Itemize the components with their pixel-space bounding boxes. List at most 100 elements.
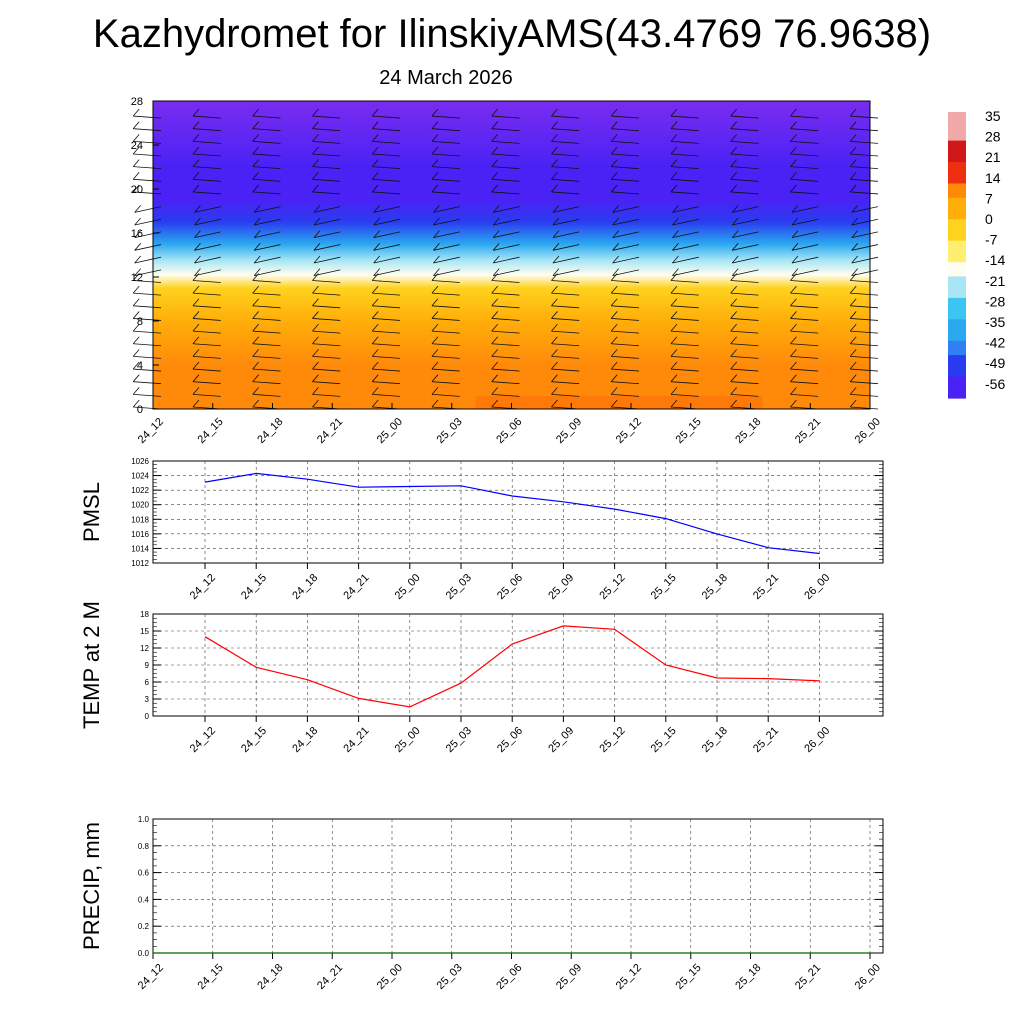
- colorbar-label: -42: [985, 335, 1005, 351]
- heatmap-y-tick-label: 0: [137, 404, 143, 416]
- wind-barb-shaft: [252, 343, 281, 347]
- wind-barb-feather: [491, 121, 499, 129]
- wind-barb-feather: [670, 184, 678, 193]
- wind-barb-shaft: [491, 305, 520, 309]
- panel-y-tick-label: 18: [140, 610, 149, 619]
- wind-barb-feather: [492, 217, 500, 226]
- wind-barb-feather: [312, 159, 319, 167]
- wind-barb-shaft: [551, 343, 580, 347]
- wind-barb-shaft: [192, 318, 221, 321]
- wind-barb-feather: [610, 285, 618, 294]
- heatmap-warm-patch: [475, 395, 763, 409]
- wind-barb-feather: [790, 285, 797, 294]
- wind-barb-shaft: [433, 244, 460, 251]
- wind-barb-shaft: [254, 218, 281, 226]
- wind-barb-feather: [312, 121, 319, 129]
- wind-barb-shaft: [551, 166, 580, 170]
- wind-barb-shaft: [372, 393, 401, 397]
- colorbar-segment: [948, 183, 966, 192]
- wind-barb-shaft: [850, 280, 879, 283]
- wind-barb-feather: [790, 172, 797, 180]
- wind-barb-shaft: [254, 269, 281, 277]
- wind-barb-feather: [849, 298, 857, 307]
- wind-barb-feather: [252, 399, 260, 408]
- wind-barb-shaft: [551, 140, 580, 144]
- wind-barb-shaft: [551, 368, 580, 372]
- wind-barb-shaft: [851, 244, 879, 251]
- wind-barb-shaft: [790, 381, 819, 385]
- wind-barb-shaft: [730, 305, 759, 309]
- wind-barb-feather: [610, 323, 618, 332]
- wind-barb-shaft: [670, 153, 699, 157]
- wind-barb-feather: [551, 172, 558, 180]
- wind-barb-feather: [551, 311, 558, 319]
- wind-barb-shaft: [372, 368, 401, 372]
- wind-barb-feather: [849, 184, 857, 193]
- wind-barb-shaft: [850, 406, 879, 410]
- wind-barb-feather: [849, 121, 857, 129]
- wind-barb-shaft: [372, 191, 401, 195]
- wind-barb-shaft: [790, 368, 819, 372]
- wind-barb-shaft: [133, 343, 162, 347]
- heatmap-x-tick-label: 24_18: [255, 416, 285, 446]
- wind-barb-feather: [433, 268, 440, 276]
- colorbar-segment: [948, 283, 966, 292]
- wind-barb-feather: [551, 146, 558, 155]
- wind-barb-feather: [371, 336, 379, 344]
- colorbar-segment: [948, 390, 966, 399]
- wind-barb-feather: [670, 159, 678, 167]
- wind-barb-shaft: [791, 218, 819, 226]
- wind-barb-shaft: [372, 318, 401, 321]
- wind-barb-shaft: [552, 218, 580, 226]
- wind-barb-shaft: [192, 393, 221, 397]
- wind-barb-shaft: [850, 166, 879, 170]
- wind-barb-feather: [431, 361, 439, 370]
- wind-barb-shaft: [850, 330, 879, 334]
- wind-barbs: [132, 108, 879, 410]
- wind-barb-feather: [192, 311, 200, 319]
- heatmap-x-tick-label: 26_00: [853, 416, 883, 446]
- wind-barb-feather: [849, 146, 857, 155]
- wind-barb-shaft: [373, 269, 401, 277]
- panel-x-tick-label: 25_09: [546, 572, 576, 602]
- panel-y-tick-label: 0.4: [138, 895, 150, 904]
- wind-barb-shaft: [133, 355, 162, 359]
- wind-barb-feather: [790, 298, 797, 307]
- wind-barb-shaft: [790, 280, 819, 283]
- wind-barb-feather: [132, 323, 140, 332]
- wind-barb-shaft: [850, 368, 879, 372]
- wind-barb-shaft: [312, 318, 341, 321]
- wind-barb-feather: [790, 184, 797, 193]
- wind-barb-shaft: [730, 381, 759, 385]
- heatmap-x-tick-label: 25_00: [375, 416, 405, 446]
- wind-barb-feather: [431, 146, 439, 155]
- wind-barb-shaft: [790, 140, 819, 144]
- wind-barb-shaft: [192, 368, 221, 372]
- wind-barb-feather: [790, 159, 797, 167]
- wind-barb-shaft: [431, 292, 460, 296]
- wind-barb-feather: [194, 255, 201, 264]
- wind-barb-shaft: [611, 115, 640, 119]
- wind-barb-feather: [491, 108, 499, 117]
- wind-barb-feather: [790, 336, 797, 344]
- wind-barb-shaft: [670, 178, 699, 182]
- wind-barb-feather: [730, 159, 738, 167]
- wind-barb-shaft: [493, 244, 520, 251]
- wind-barb-shaft: [252, 368, 281, 372]
- wind-barb-shaft: [493, 231, 520, 239]
- wind-barb-feather: [670, 172, 678, 180]
- wind-barb-feather: [134, 268, 142, 276]
- wind-barb-shaft: [312, 368, 341, 372]
- panel-x-tick-label: 26_00: [802, 572, 832, 602]
- wind-barb-shaft: [313, 231, 341, 239]
- wind-barb-shaft: [790, 355, 819, 359]
- wind-barb-feather: [431, 374, 439, 382]
- heatmap-y-tick-label: 24: [131, 140, 143, 152]
- wind-barb-feather: [551, 298, 558, 307]
- wind-barb-shaft: [133, 153, 162, 157]
- wind-barb-feather: [431, 121, 439, 129]
- wind-barb-shaft: [493, 256, 520, 264]
- wind-barb-shaft: [611, 292, 640, 296]
- wind-barb-feather: [132, 134, 140, 142]
- wind-barb-shaft: [252, 330, 281, 334]
